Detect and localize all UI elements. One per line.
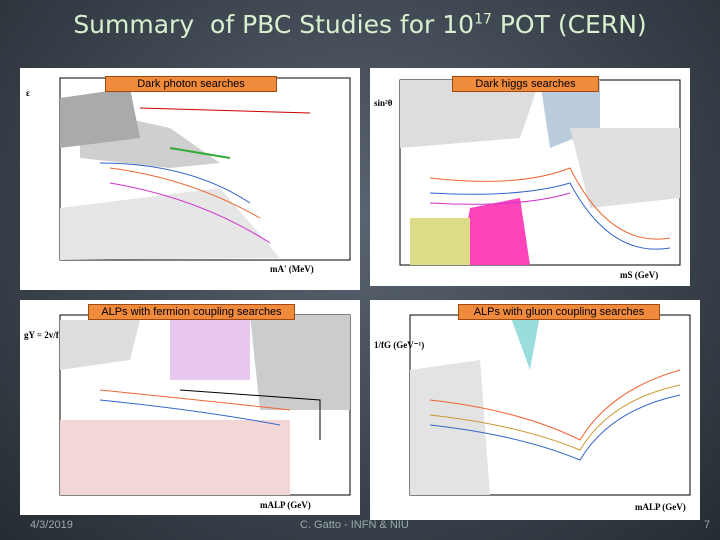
panel-label: ALPs with fermion coupling searches <box>88 304 295 320</box>
x-axis-label: mA' (MeV) <box>270 264 314 274</box>
plot <box>399 79 681 266</box>
y-axis-label: sin²θ <box>374 98 393 108</box>
panel-dark-photon: ε mA' (MeV) <box>20 68 360 290</box>
panel-label: ALPs with gluon coupling searches <box>458 304 660 320</box>
x-axis-label: mALP (GeV) <box>635 502 686 512</box>
plot <box>409 314 691 496</box>
footer-date: 4/3/2019 <box>30 519 73 531</box>
title: Summary of PBC Studies for 1017 POT (CER… <box>0 10 720 39</box>
y-axis-label: 1/fG (GeV⁻¹) <box>374 340 425 350</box>
title-end: POT (CERN) <box>499 10 647 39</box>
panel-alp-gluon: 1/fG (GeV⁻¹) mALP (GeV) <box>370 300 700 520</box>
panel-alp-fermion: gY = 2v/f mALP (GeV) <box>20 300 360 515</box>
title-superscript: 17 <box>474 11 492 28</box>
plot <box>59 77 351 261</box>
panel-label: Dark higgs searches <box>452 76 599 92</box>
panel-dark-higgs: sin²θ mS (GeV) <box>370 68 690 286</box>
x-axis-label: mALP (GeV) <box>260 500 311 510</box>
title-main: Summary of PBC Studies for 10 <box>73 10 475 39</box>
panel-label: Dark photon searches <box>105 76 277 92</box>
footer-author: C. Gatto - INFN & NIU <box>300 519 409 531</box>
x-axis-label: mS (GeV) <box>620 270 659 280</box>
footer-page: 7 <box>704 519 711 531</box>
plot <box>59 314 351 496</box>
y-axis-label: ε <box>26 88 30 98</box>
y-axis-label: gY = 2v/f <box>24 330 59 340</box>
